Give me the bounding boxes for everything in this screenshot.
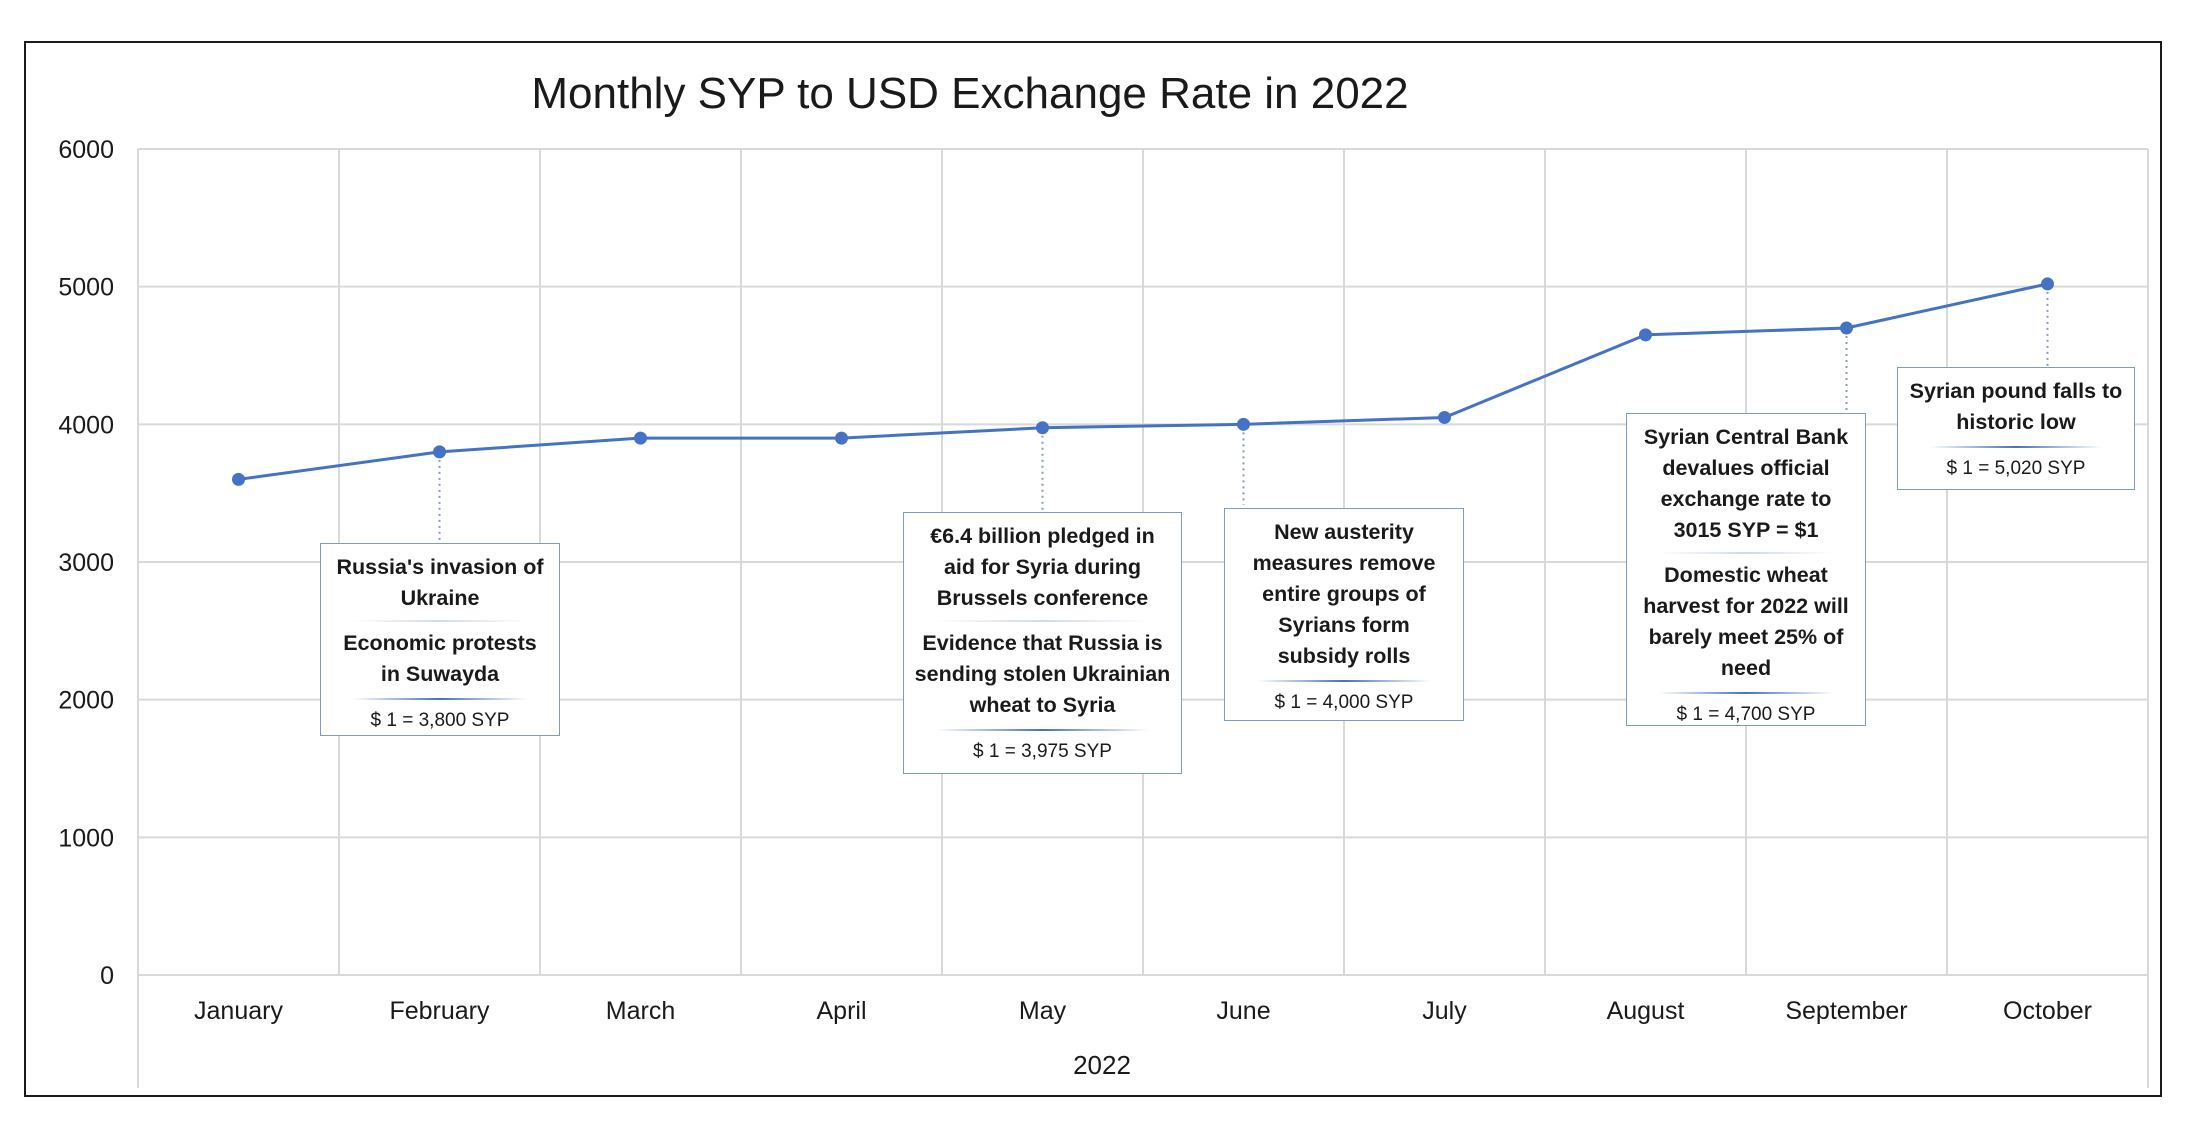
x-tick-label: January bbox=[194, 997, 283, 1025]
callout-rate: $ 1 = 3,800 SYP bbox=[370, 710, 510, 731]
callout-divider bbox=[936, 620, 1149, 622]
data-point-marker bbox=[634, 431, 647, 445]
callout-rate: $ 1 = 4,700 SYP bbox=[1676, 704, 1816, 725]
y-tick-label: 4000 bbox=[58, 411, 114, 439]
chart-frame bbox=[24, 41, 2162, 1097]
callout-rate: $ 1 = 4,000 SYP bbox=[1274, 692, 1414, 713]
y-tick-label: 5000 bbox=[58, 274, 114, 302]
callout-february: Russia's invasion of Ukraine Economic pr… bbox=[320, 543, 560, 736]
x-tick-label: May bbox=[1019, 997, 1067, 1025]
callout-event: Domestic wheat harvest for 2022 will bar… bbox=[1643, 563, 1849, 680]
y-tick-label: 2000 bbox=[58, 687, 114, 715]
data-point-marker bbox=[1237, 417, 1250, 431]
x-tick-label: September bbox=[1785, 997, 1907, 1025]
series-line bbox=[232, 277, 2054, 486]
callout-rate: $ 1 = 5,020 SYP bbox=[1946, 458, 2086, 479]
y-tick-label: 1000 bbox=[58, 824, 114, 852]
callout-divider bbox=[1930, 446, 2102, 448]
callout-divider bbox=[353, 620, 527, 622]
data-point-marker bbox=[2041, 277, 2054, 291]
x-tick-label: April bbox=[816, 997, 866, 1025]
y-axis: 0 1000 2000 3000 4000 5000 6000 bbox=[58, 136, 114, 990]
x-tick-label: July bbox=[1422, 997, 1467, 1025]
y-tick-label: 6000 bbox=[58, 136, 114, 164]
callout-event: Economic protests in Suwayda bbox=[343, 631, 537, 686]
callout-leaders bbox=[438, 291, 2049, 540]
x-tick-label: March bbox=[606, 997, 675, 1025]
callout-october: Syrian pound falls to historic low $ 1 =… bbox=[1897, 367, 2135, 490]
callout-divider bbox=[936, 729, 1149, 731]
data-point-marker bbox=[1840, 321, 1853, 335]
y-tick-label: 3000 bbox=[58, 549, 114, 577]
x-axis: January February March April May June July Augu… bbox=[194, 997, 2092, 1025]
callout-june: New austerity measures remove entire gro… bbox=[1224, 508, 1464, 721]
callout-event: Evidence that Russia is sending stolen U… bbox=[914, 631, 1171, 717]
callout-rate: $ 1 = 3,975 SYP bbox=[973, 741, 1112, 762]
data-point-marker bbox=[433, 445, 446, 459]
y-tick-label: 0 bbox=[100, 962, 114, 990]
callout-event: Syrian pound falls to historic low bbox=[1909, 379, 2123, 434]
callout-divider bbox=[1257, 680, 1431, 682]
data-point-marker bbox=[835, 431, 848, 445]
x-tick-label: June bbox=[1216, 997, 1270, 1025]
callout-divider bbox=[353, 698, 527, 700]
data-point-marker bbox=[232, 472, 245, 486]
callout-may: €6.4 billion pledged in aid for Syria du… bbox=[903, 512, 1182, 774]
callout-divider bbox=[1659, 692, 1833, 694]
x-tick-label: August bbox=[1607, 997, 1685, 1025]
callout-event: Russia's invasion of Ukraine bbox=[336, 555, 544, 610]
chart-title: Monthly SYP to USD Exchange Rate in 2022 bbox=[531, 69, 1408, 118]
series-line-path bbox=[238, 282, 2048, 481]
x-tick-label: October bbox=[2003, 997, 2092, 1025]
data-point-marker bbox=[1639, 328, 1652, 342]
data-point-marker bbox=[1036, 421, 1049, 435]
callout-event: Syrian Central Bank devalues official ex… bbox=[1643, 425, 1849, 542]
x-axis-title: 2022 bbox=[1073, 1050, 1131, 1080]
callout-divider bbox=[1659, 552, 1833, 554]
callout-event: €6.4 billion pledged in aid for Syria du… bbox=[930, 524, 1155, 610]
callout-event: New austerity measures remove entire gro… bbox=[1252, 520, 1436, 668]
x-tick-label: February bbox=[389, 997, 490, 1025]
callout-september: Syrian Central Bank devalues official ex… bbox=[1626, 413, 1866, 726]
data-point-marker bbox=[1438, 410, 1451, 424]
